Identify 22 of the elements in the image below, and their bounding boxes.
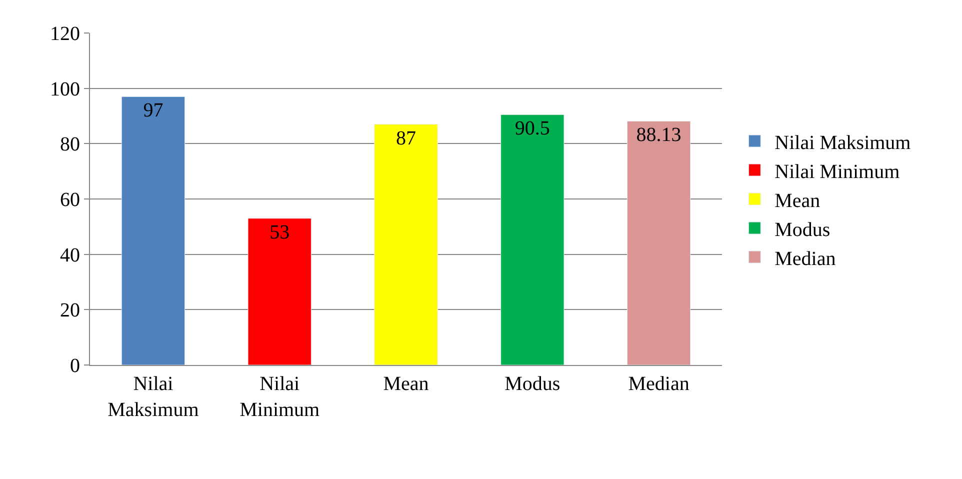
y-tick-label: 80 (60, 134, 80, 156)
y-tick-label: 100 (50, 78, 80, 100)
legend-label: Median (774, 248, 836, 270)
data-label: 97 (143, 100, 164, 122)
x-tick-label: Median (628, 373, 690, 395)
x-tick-label: Nilai Maksimum (108, 373, 200, 421)
x-tick-label: Modus (504, 373, 560, 395)
x-tick-label: Nilai Minimum (240, 373, 320, 421)
data-label: 53 (270, 221, 290, 244)
legend-label: Nilai Minimum (774, 160, 900, 183)
y-tick-label: 20 (60, 300, 80, 322)
y-tick-label: 40 (60, 244, 80, 266)
data-label: 88.13 (636, 124, 682, 146)
y-tick-label: 120 (50, 23, 80, 45)
y-tick-label: 0 (70, 355, 80, 377)
x-tick-label: Mean (383, 373, 429, 395)
data-label: 90.5 (514, 118, 550, 140)
legend-label: Modus (774, 218, 830, 241)
y-tick-label: 60 (60, 189, 80, 211)
legend-label: Mean (774, 190, 820, 212)
data-label: 87 (396, 127, 416, 150)
legend-label: Nilai Maksimum (774, 132, 912, 154)
